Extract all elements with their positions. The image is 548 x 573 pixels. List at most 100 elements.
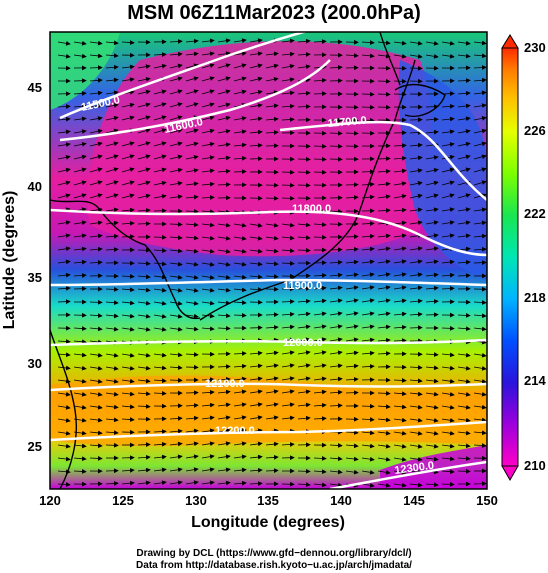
wind-arrow xyxy=(441,417,455,423)
wind-arrow xyxy=(297,350,311,356)
wind-arrow xyxy=(185,415,199,421)
wind-arrow xyxy=(121,77,135,83)
wind-arrow xyxy=(169,274,183,280)
wind-arrow xyxy=(249,389,263,395)
wind-arrow xyxy=(313,91,327,97)
wind-arrow xyxy=(169,102,183,108)
wind-arrow xyxy=(105,154,119,160)
wind-arrow xyxy=(281,389,295,395)
wind-arrow xyxy=(201,63,215,69)
wind-arrow xyxy=(217,38,231,44)
wind-arrow xyxy=(409,417,423,423)
wind-arrow xyxy=(153,248,167,253)
wind-vector-field xyxy=(57,38,487,488)
wind-arrow xyxy=(137,208,151,213)
wind-arrow xyxy=(185,222,199,228)
wind-arrow xyxy=(169,167,183,173)
wind-arrow xyxy=(409,404,423,410)
wind-arrow xyxy=(105,40,119,46)
wind-arrow xyxy=(169,287,183,293)
wind-arrow xyxy=(265,402,279,408)
wind-arrow xyxy=(73,154,87,160)
wind-arrow xyxy=(249,129,263,135)
wind-arrow xyxy=(297,324,311,330)
wind-arrow xyxy=(457,193,471,199)
wind-arrow xyxy=(73,378,87,384)
plot-frame xyxy=(49,31,488,490)
wind-arrow xyxy=(137,76,151,82)
wind-arrow xyxy=(57,40,71,46)
wind-arrow xyxy=(169,428,183,434)
wind-arrow xyxy=(89,455,103,461)
wind-arrow xyxy=(217,428,231,434)
wind-arrow xyxy=(249,415,263,421)
wind-arrow xyxy=(57,272,71,278)
wind-arrow xyxy=(249,274,263,280)
wind-arrow xyxy=(233,89,247,95)
wind-arrow xyxy=(137,274,151,280)
wind-arrow xyxy=(265,116,279,122)
wind-arrow xyxy=(441,272,455,278)
wind-arrow xyxy=(73,391,87,397)
wind-arrow xyxy=(185,168,199,173)
wind-arrow xyxy=(233,287,247,293)
wind-arrow xyxy=(329,260,343,265)
colorbar-tick-label: 214 xyxy=(524,373,546,388)
wind-arrow xyxy=(57,456,71,462)
wind-arrow xyxy=(441,233,455,239)
wind-arrow xyxy=(105,391,119,397)
wind-arrow xyxy=(105,207,119,213)
wind-arrow xyxy=(201,274,215,280)
wind-arrow xyxy=(441,469,455,475)
wind-arrow xyxy=(169,63,183,69)
wind-arrow xyxy=(265,468,279,474)
wind-arrow xyxy=(121,300,135,306)
wind-arrow xyxy=(137,193,151,199)
wind-arrow xyxy=(217,222,231,228)
colorbar-tick-label: 218 xyxy=(524,290,546,305)
wind-arrow xyxy=(121,180,135,186)
wind-arrow xyxy=(473,417,487,423)
wind-arrow xyxy=(153,274,167,280)
wind-arrow xyxy=(409,456,423,462)
wind-arrow xyxy=(57,233,71,239)
wind-arrow xyxy=(361,350,375,356)
wind-arrow xyxy=(313,39,327,44)
wind-arrow xyxy=(249,38,263,44)
wind-arrow xyxy=(457,404,471,410)
wind-arrow xyxy=(217,402,231,408)
wind-arrow xyxy=(345,259,359,265)
wind-arrow xyxy=(265,63,279,69)
wind-arrow xyxy=(281,324,295,330)
wind-arrow xyxy=(249,76,263,82)
wind-arrow xyxy=(409,298,423,304)
wind-arrow xyxy=(121,193,135,199)
wind-arrow xyxy=(473,167,487,173)
wind-arrow xyxy=(89,180,103,186)
wind-arrow xyxy=(185,352,199,357)
wind-arrow xyxy=(409,193,423,199)
wind-arrow xyxy=(217,235,231,241)
wind-arrow xyxy=(473,326,487,332)
contour-label-12300: 12300.0 xyxy=(394,460,435,477)
wind-arrow xyxy=(409,246,423,252)
wind-arrow xyxy=(89,53,103,59)
wind-arrow xyxy=(217,415,231,421)
wind-arrow xyxy=(233,235,247,241)
wind-arrow xyxy=(393,311,407,317)
wind-arrow xyxy=(73,220,87,226)
wind-arrow xyxy=(185,274,199,280)
wind-arrow xyxy=(329,363,343,369)
x-tick-label: 135 xyxy=(257,493,279,508)
wind-arrow xyxy=(441,325,455,331)
wind-arrow xyxy=(137,102,151,108)
wind-arrow xyxy=(377,272,391,278)
wind-arrow xyxy=(297,482,311,487)
wind-arrow xyxy=(329,456,343,462)
wind-arrow xyxy=(121,154,135,160)
wind-arrow xyxy=(345,350,359,356)
y-tick-label: 30 xyxy=(28,356,42,371)
wind-arrow xyxy=(441,365,455,371)
wind-arrow xyxy=(153,467,167,473)
wind-arrow xyxy=(249,441,263,447)
